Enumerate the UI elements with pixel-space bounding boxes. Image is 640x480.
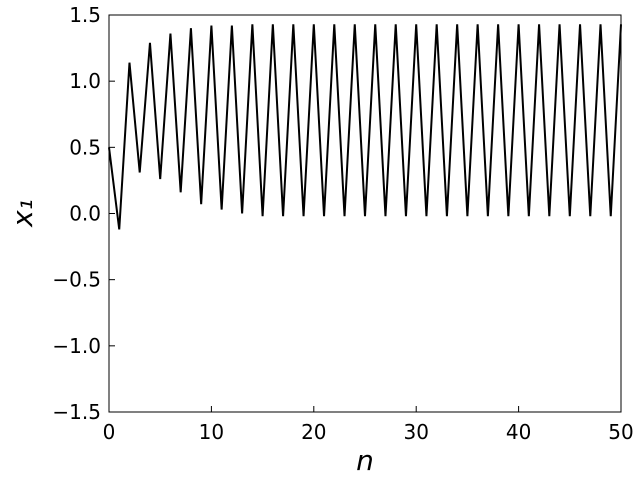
y-tick-label: −0.5 xyxy=(52,268,101,292)
y-tick-label: 0.0 xyxy=(69,202,101,226)
x-tick-label: 0 xyxy=(103,420,116,444)
x-tick-label: 30 xyxy=(403,420,428,444)
x-tick-label: 20 xyxy=(301,420,326,444)
x-tick-label: 10 xyxy=(199,420,224,444)
y-tick-label: 1.5 xyxy=(69,3,101,27)
y-tick-label: −1.5 xyxy=(52,400,101,424)
y-tick-label: 1.0 xyxy=(69,69,101,93)
y-axis-label: x₁ xyxy=(6,199,39,228)
plot-frame xyxy=(108,14,622,413)
line xyxy=(108,24,622,230)
y-tick-label: 0.5 xyxy=(69,135,101,159)
x-tick-label: 40 xyxy=(506,420,531,444)
y-tick-label: −1.0 xyxy=(52,334,101,358)
x-tick-label: 50 xyxy=(608,420,633,444)
x-axis-label: n xyxy=(356,444,374,477)
